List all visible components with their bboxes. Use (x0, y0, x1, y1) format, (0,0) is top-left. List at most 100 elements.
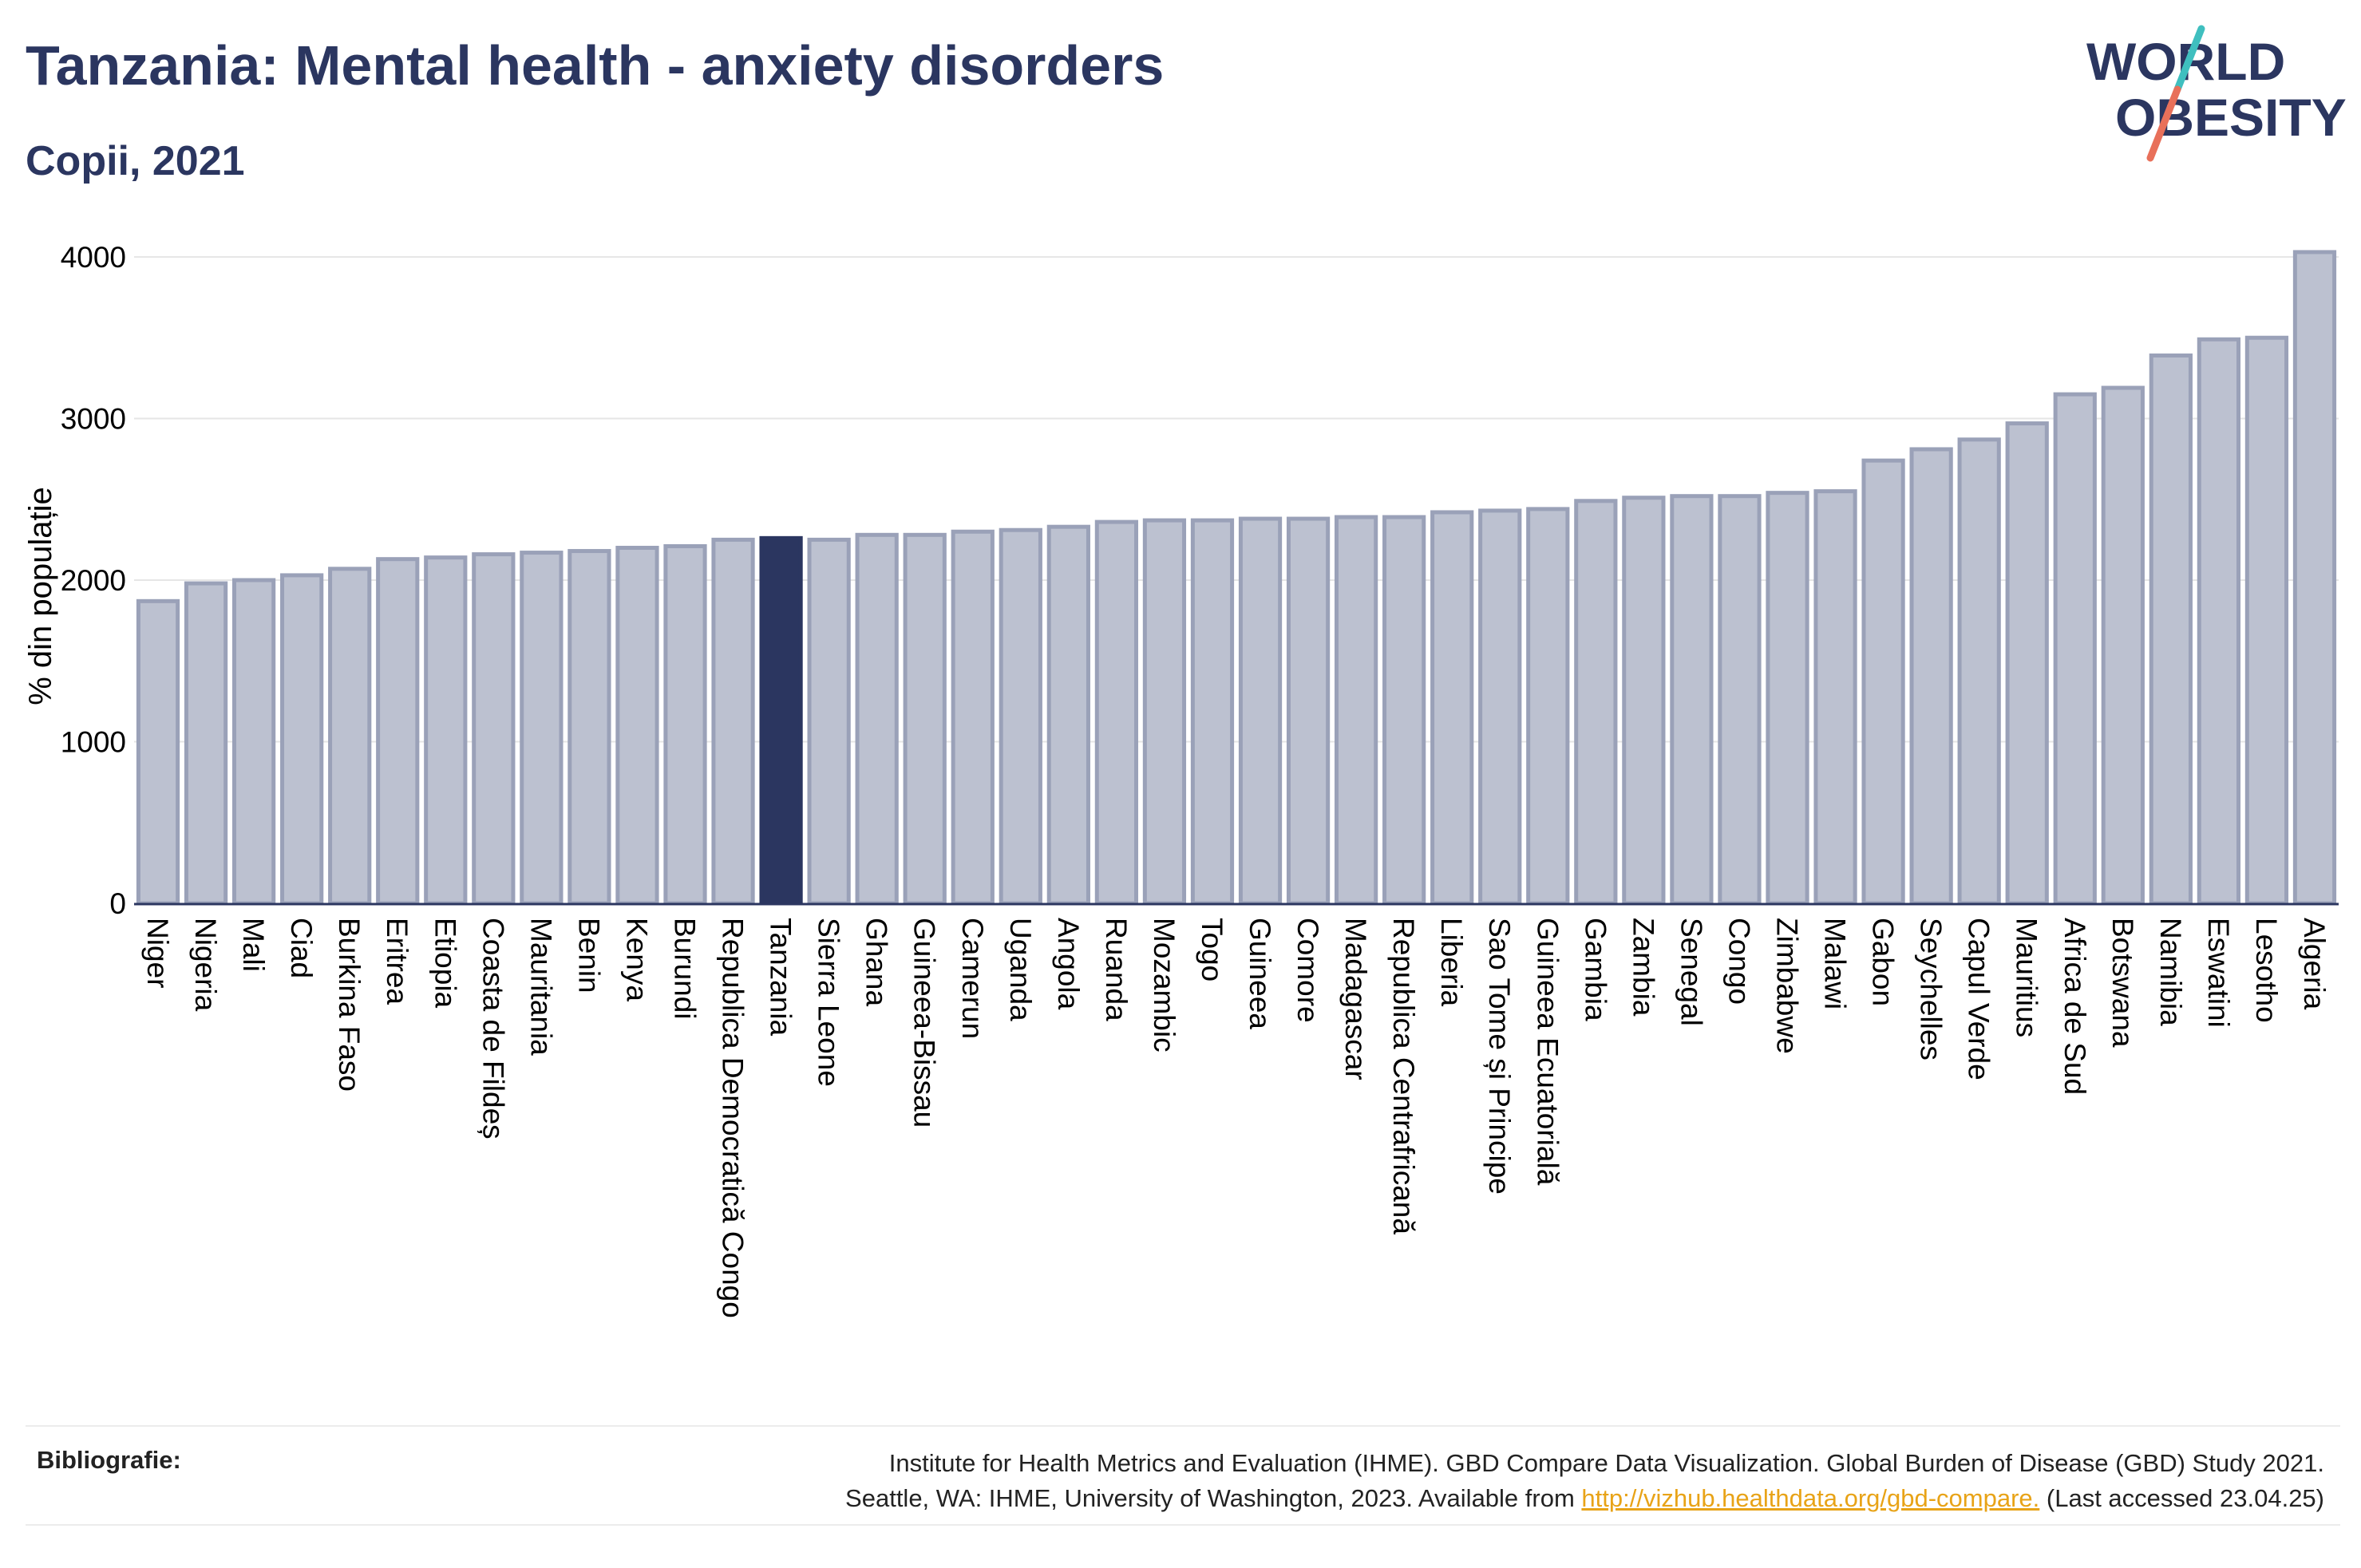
x-tick-label: Seychelles (1915, 918, 1948, 1060)
bar (1046, 524, 1090, 906)
x-tick-label: Ciad (285, 918, 318, 978)
bar (1718, 494, 1762, 906)
x-tick-label: Togo (1196, 918, 1228, 981)
bar (711, 537, 755, 906)
x-tick-label: Niger (141, 918, 174, 988)
bar (184, 581, 228, 906)
bar-highlight (759, 535, 803, 906)
x-tick-label: Liberia (1435, 918, 1468, 1006)
bar (1382, 515, 1426, 906)
bibliography-line2-post: (Last accessed 23.04.25) (2039, 1484, 2324, 1512)
x-tick-label: Madagascar (1339, 918, 1372, 1080)
x-tick-label: Burkina Faso (333, 918, 366, 1092)
x-tick-label: Congo (1722, 918, 1755, 1005)
gbd-compare-link[interactable]: http://vizhub.healthdata.org/gbd-compare… (1581, 1484, 2040, 1512)
x-tick-label: Africa de Sud (2058, 918, 2091, 1095)
x-tick-label: Botswana (2106, 918, 2139, 1048)
x-tick-label: Mali (237, 918, 270, 972)
x-tick-label: Mauritius (2011, 918, 2043, 1037)
bar (424, 555, 468, 906)
y-tick-label: 3000 (61, 403, 126, 436)
x-tick-label: Guineea Ecuatorială (1531, 918, 1564, 1186)
bar (1766, 491, 1809, 906)
bar (568, 549, 611, 906)
x-tick-label: Kenya (620, 918, 653, 1001)
bibliography-line2-pre: Seattle, WA: IHME, University of Washing… (845, 1484, 1582, 1512)
bar (1861, 458, 1905, 906)
x-tick-label: Lesotho (2250, 918, 2283, 1023)
x-tick-label: Namibia (2154, 918, 2187, 1026)
bar (472, 552, 516, 906)
x-tick-label: Gambia (1579, 918, 1612, 1021)
bar (2197, 337, 2241, 906)
x-tick-label: Ghana (860, 918, 893, 1007)
y-tick-label: 0 (109, 887, 126, 920)
bar (1190, 518, 1235, 906)
bar (328, 567, 372, 906)
bar (280, 573, 324, 906)
x-tick-label: Mozambic (1148, 918, 1180, 1053)
x-tick-label: Sierra Leone (813, 918, 845, 1087)
x-tick-label: Sao Tome și Principe (1483, 918, 1516, 1195)
logo-slash-teal (2173, 25, 2205, 93)
bar (1142, 518, 1187, 906)
page-subtitle: Copii, 2021 (26, 138, 245, 184)
bar (2244, 335, 2289, 906)
x-tick-label: Zambia (1627, 918, 1659, 1017)
x-tick-label: Burundi (669, 918, 702, 1020)
bar (520, 551, 564, 906)
y-axis-ticks: 0 1000 2000 3000 4000 (61, 241, 126, 920)
bar (855, 532, 899, 906)
x-tick-label: Etiopia (429, 918, 461, 1009)
bar (951, 529, 995, 906)
x-tick-label: Camerun (956, 918, 989, 1039)
bibliography-text: Institute for Health Metrics and Evaluat… (409, 1446, 2324, 1516)
x-tick-label: Gabon (1867, 918, 1900, 1006)
x-tick-label: Capul Verde (1963, 918, 1995, 1080)
bar (231, 578, 276, 906)
bars (136, 250, 2337, 906)
x-tick-label: Malawi (1819, 918, 1852, 1009)
x-tick-label: Guineea (1244, 918, 1276, 1029)
bar (2005, 421, 2049, 906)
bar (1238, 516, 1283, 906)
bar (807, 537, 851, 906)
x-tick-label: Coasta de Fildeș (477, 918, 509, 1139)
x-tick-label: Benin (572, 918, 605, 993)
bar (1670, 494, 1714, 906)
y-axis-label: % din populație (23, 487, 58, 705)
x-tick-label: Algeria (2298, 918, 2331, 1010)
bar (1334, 515, 1378, 906)
bar (1909, 447, 1953, 906)
x-tick-label: Ruanda (1100, 918, 1133, 1021)
bar (1526, 507, 1570, 906)
x-tick-label: Comore (1291, 918, 1324, 1023)
page-title: Tanzania: Mental health - anxiety disord… (26, 34, 1165, 97)
bar (1574, 499, 1618, 906)
bar (663, 543, 707, 906)
x-tick-label: Uganda (1004, 918, 1037, 1021)
bar (2053, 392, 2097, 906)
bibliography-line1: Institute for Health Metrics and Evaluat… (888, 1449, 2324, 1477)
bar (2292, 250, 2337, 906)
bibliography-label: Bibliografie: (37, 1446, 181, 1474)
bar (615, 546, 659, 906)
x-tick-label: Nigeria (189, 918, 222, 1012)
world-obesity-logo: WORLD OBESITY (2086, 25, 2347, 162)
x-tick-label: Eswatini (2202, 918, 2235, 1028)
x-tick-label: Angola (1052, 918, 1085, 1010)
x-tick-label: Tanzania (765, 918, 797, 1037)
bar (1622, 496, 1666, 906)
x-tick-label: Republica Centrafricană (1387, 918, 1420, 1234)
bar (1094, 519, 1139, 906)
y-tick-label: 4000 (61, 241, 126, 274)
logo-slash-coral (2146, 85, 2181, 162)
logo-line2: OBESITY (2115, 88, 2347, 147)
bar (2101, 385, 2145, 906)
bar (1286, 516, 1331, 906)
x-tick-label: Guineea-Bissau (908, 918, 941, 1128)
bar (1813, 489, 1857, 906)
x-tick-label: Republica Democratică Congo (717, 918, 749, 1318)
bar (1478, 508, 1522, 906)
bar (1430, 510, 1474, 906)
